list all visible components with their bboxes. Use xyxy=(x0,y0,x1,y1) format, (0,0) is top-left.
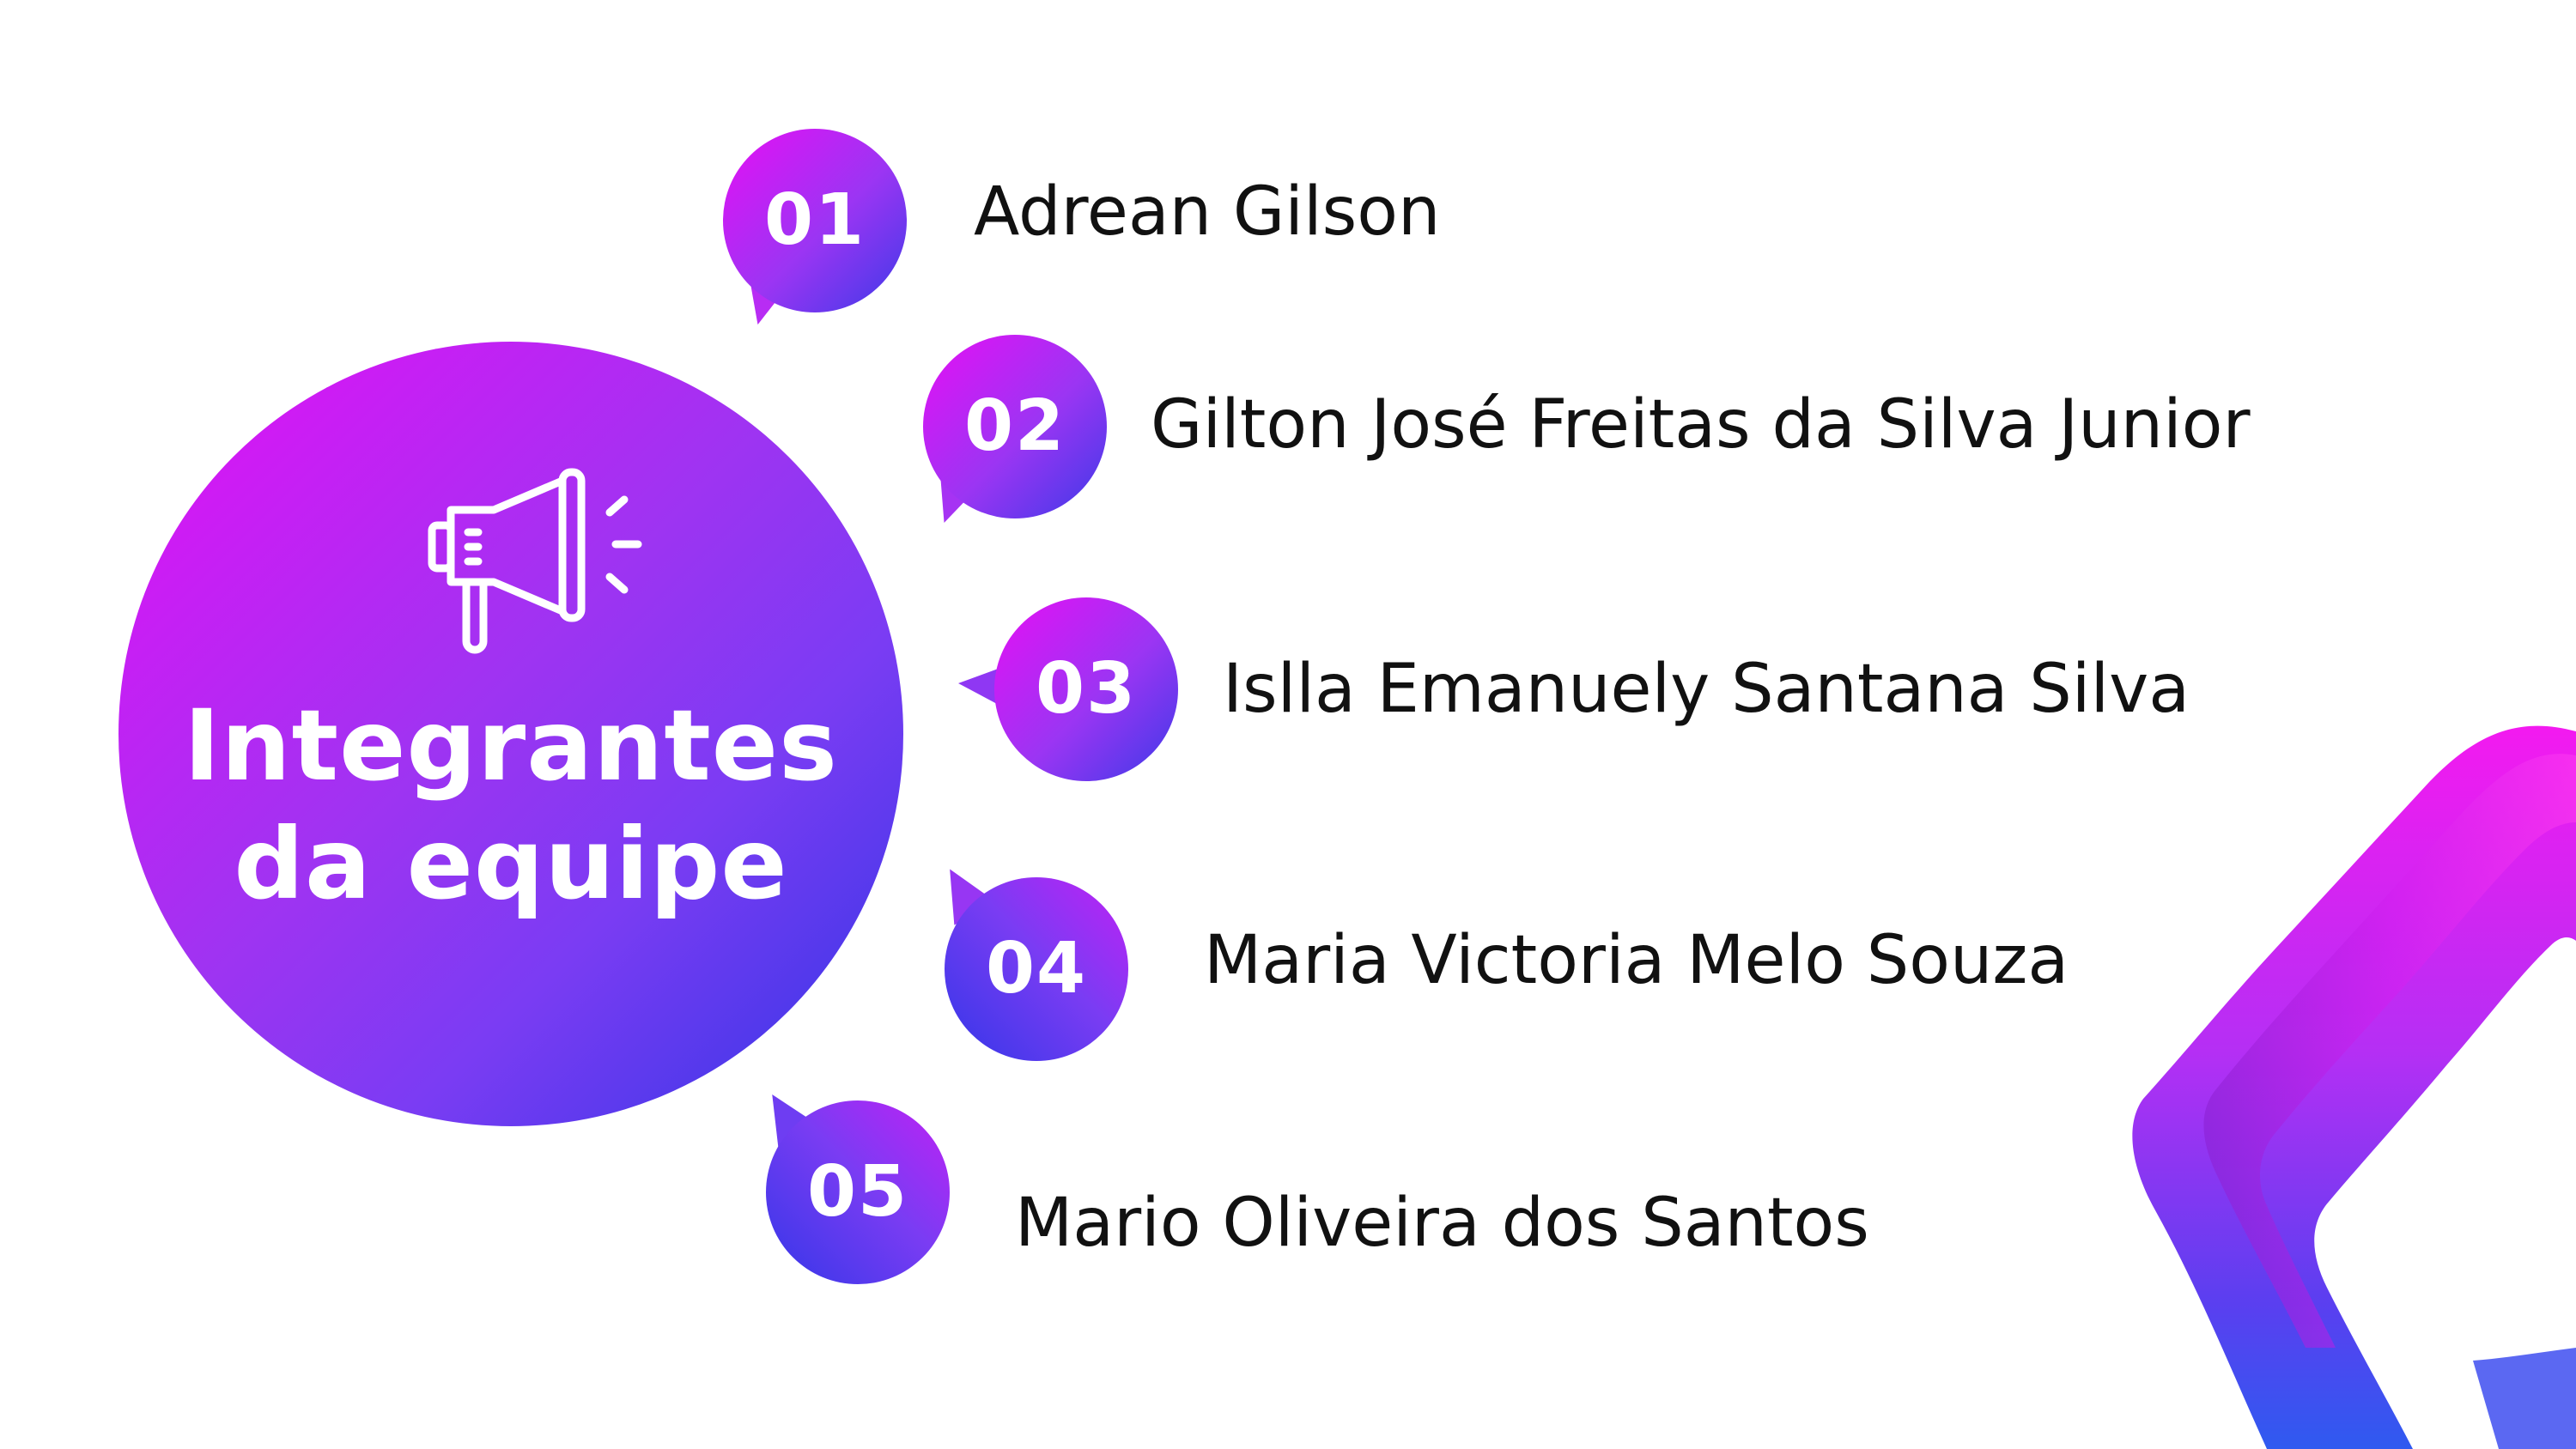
member-name-01: Adrean Gilson xyxy=(974,173,1441,251)
page-title: Integrantes da equipe xyxy=(118,687,903,924)
member-number: 05 xyxy=(806,1151,909,1233)
page-title-line-1: Integrantes xyxy=(184,688,838,803)
member-number: 01 xyxy=(763,179,866,261)
member-number: 04 xyxy=(985,928,1088,1009)
number-bubble-02: 02 xyxy=(920,335,1107,530)
decorative-ribbon xyxy=(2132,725,2576,1449)
member-name-04: Maria Victoria Melo Souza xyxy=(1204,922,2069,999)
member-name-05: Mario Oliveira dos Santos xyxy=(1015,1185,1869,1262)
member-name-02: Gilton José Freitas da Silva Junior xyxy=(1151,386,2251,464)
megaphone-icon xyxy=(428,468,642,654)
member-name-03: Islla Emanuely Santana Silva xyxy=(1223,651,2190,728)
member-number: 03 xyxy=(1035,648,1138,730)
number-bubble-03: 03 xyxy=(958,597,1178,781)
page-title-line-2: da equipe xyxy=(234,807,788,921)
number-bubble-01: 01 xyxy=(723,129,907,330)
number-bubble-04: 04 xyxy=(930,857,1128,1061)
title-circle xyxy=(118,342,903,1126)
member-number: 02 xyxy=(963,385,1066,467)
number-bubble-05: 05 xyxy=(752,1082,950,1284)
